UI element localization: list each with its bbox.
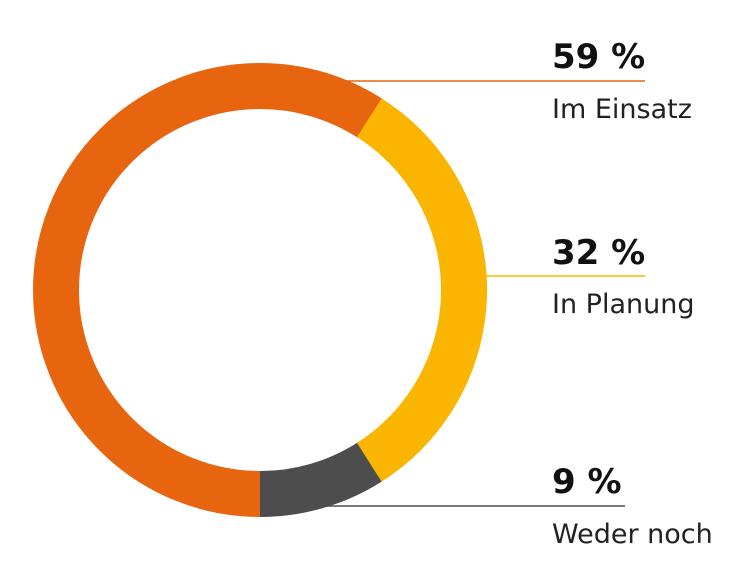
slice-labels: 59 % Im Einsatz 32 % In Planung 9 % Weder noc… [552, 37, 713, 550]
donut-slices [33, 63, 487, 517]
category-label-weder-noch: Weder noch [552, 519, 713, 550]
value-label-weder-noch: 9 % [552, 462, 622, 502]
slice-weder-noch [33, 63, 487, 517]
leader-lines [323, 80, 645, 507]
category-label-im-einsatz: Im Einsatz [552, 94, 692, 125]
category-label-in-planung: In Planung [552, 289, 694, 320]
value-label-in-planung: 32 % [552, 233, 645, 273]
slice-in-planung [33, 63, 487, 517]
value-label-im-einsatz: 59 % [552, 37, 645, 77]
